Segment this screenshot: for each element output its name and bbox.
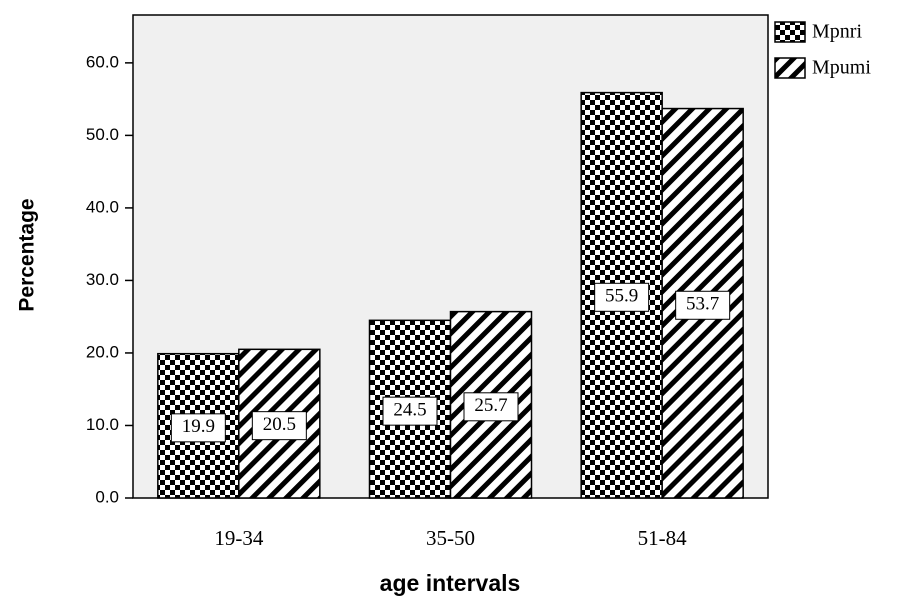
value-label-box: [594, 282, 650, 312]
value-label-box: [463, 392, 519, 422]
x-tick-label: 51-84: [638, 526, 687, 550]
legend-label: Mpumi: [812, 57, 871, 79]
value-label: 20.5: [263, 414, 296, 435]
legend-swatch: [774, 57, 806, 79]
x-tick-label: 19-34: [214, 526, 263, 550]
value-label-box: [251, 411, 307, 441]
value-label-box: [170, 413, 226, 443]
y-tick-label: 20.0: [86, 342, 119, 361]
value-label-box: [675, 290, 731, 320]
x-axis-title: age intervals: [380, 570, 521, 596]
y-tick-label: 0.0: [95, 487, 119, 506]
value-label: 24.5: [393, 400, 426, 421]
legend-swatch: [774, 21, 806, 43]
value-label: 55.9: [605, 286, 638, 307]
y-tick-label: 40.0: [86, 197, 119, 216]
y-tick-label: 50.0: [86, 125, 119, 144]
y-axis-title: Percentage: [16, 198, 39, 311]
y-tick-label: 10.0: [86, 415, 119, 434]
value-label: 25.7: [474, 395, 507, 416]
y-tick-label: 60.0: [86, 52, 119, 71]
x-tick-label: 35-50: [426, 526, 475, 550]
value-label: 53.7: [686, 294, 719, 315]
value-label: 19.9: [182, 416, 215, 437]
y-tick-label: 30.0: [86, 270, 119, 289]
value-label-box: [382, 396, 438, 426]
legend-label: Mpnri: [812, 21, 862, 43]
